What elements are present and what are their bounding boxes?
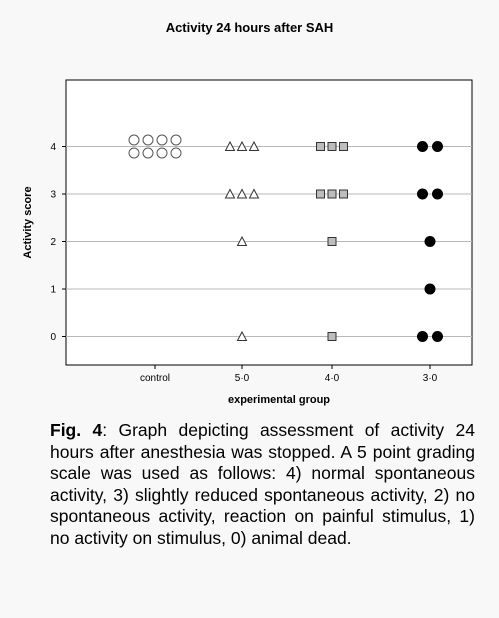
filled-circle-point	[417, 188, 428, 200]
square-point	[327, 189, 337, 199]
open-circle-point	[156, 147, 168, 159]
square-point	[316, 189, 325, 199]
triangle-point	[248, 188, 260, 199]
square-point	[339, 189, 348, 199]
triangle-point	[224, 188, 236, 199]
y-tick-label: 4	[50, 142, 56, 153]
open-circle-point	[142, 134, 154, 146]
open-circle-point	[128, 147, 140, 159]
filled-circle-point	[432, 331, 443, 342]
x-tick-label: 4·0	[325, 373, 340, 384]
triangle-point	[248, 140, 260, 151]
square-point	[316, 142, 325, 151]
filled-circle-point	[432, 141, 443, 152]
open-circle-point	[128, 134, 140, 146]
y-tick-label: 3	[50, 190, 56, 201]
square-point	[339, 142, 348, 151]
open-circle-point	[170, 147, 182, 159]
figure-caption-text: : Graph depicting assessment of activity…	[50, 420, 476, 548]
triangle-point	[236, 235, 248, 246]
activity-scatter-chart: 0 1 2 3 4 control 5·0 4·0 3·0 experimental group A…	[22, 79, 473, 406]
x-tick-label: 5·0	[235, 373, 250, 384]
open-circle-point	[156, 134, 168, 146]
triangle-point	[224, 140, 236, 151]
square-point	[327, 332, 337, 341]
figure-caption: Fig. 4: Graph depicting assessment of ac…	[50, 420, 475, 549]
x-tick-label: 3·0	[423, 373, 438, 384]
figure-label: Fig. 4	[50, 420, 103, 440]
square-point	[327, 142, 337, 151]
chart-title: Activity 24 hours after SAH	[165, 20, 334, 35]
filled-circle-point	[424, 236, 436, 247]
filled-circle-point	[417, 331, 428, 342]
filled-circle-point	[424, 283, 436, 295]
triangle-point	[236, 140, 248, 151]
filled-circle-point	[432, 188, 443, 200]
x-axis-label: experimental group	[228, 394, 330, 406]
triangle-point	[236, 188, 248, 199]
filled-circle-point	[417, 141, 428, 152]
open-circle-point	[170, 134, 182, 146]
open-circle-point	[142, 147, 154, 159]
y-axis-label: Activity score	[22, 186, 34, 258]
x-tick-label: control	[140, 373, 170, 384]
y-tick-label: 1	[50, 285, 56, 296]
square-point	[327, 237, 337, 246]
y-tick-label: 2	[50, 237, 56, 248]
plot-area	[65, 79, 473, 366]
triangle-point	[236, 330, 248, 341]
y-tick-label: 0	[50, 332, 56, 343]
